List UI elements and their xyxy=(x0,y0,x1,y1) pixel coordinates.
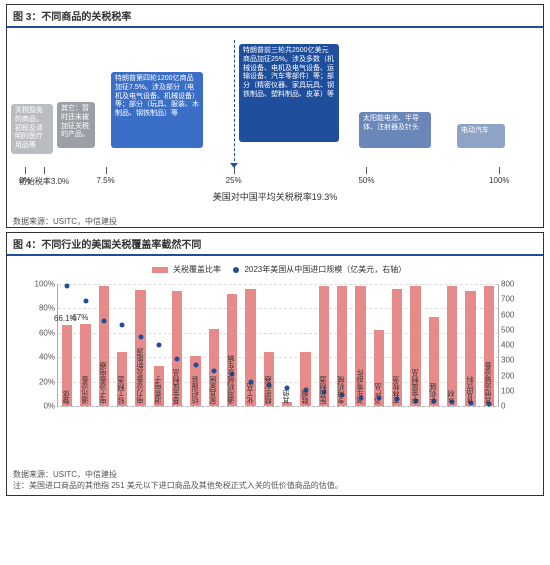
category-label: 其他运输设备 xyxy=(484,362,494,406)
category-label: 专用机械 xyxy=(337,376,347,406)
fig4-source: 数据来源：USITC，中信建投 xyxy=(7,467,543,480)
legend-dot-swatch xyxy=(233,267,239,273)
axis-tick xyxy=(499,167,500,174)
import-dot xyxy=(65,283,70,288)
tariff-box: 关税豁免的商品，初段及清明的医疗用品等 xyxy=(11,104,53,154)
y-right-label: 0 xyxy=(498,402,505,411)
y-left-label: 40% xyxy=(39,353,58,362)
axis-tick-label: 7.5% xyxy=(97,176,115,185)
axis-tick-label: 初始税率3.0% xyxy=(19,176,69,187)
value-annotation: 67% xyxy=(72,313,88,322)
y-left-label: 60% xyxy=(39,328,58,337)
fig3-title: 图 3：不同商品的关税税率 xyxy=(7,5,543,28)
tariff-box: 特朗普第四轮1200亿商品加征7.5%。涉及部分（电机及电气设备、机械设备）等；… xyxy=(111,72,203,148)
fig3-source: 数据来源：USITC，中信建投 xyxy=(7,214,543,227)
fig4-combo: 关税覆盖比率 2023年美国从中国进口规模（亿美元，右轴） 0%20%40%60… xyxy=(11,260,539,465)
import-dot xyxy=(101,318,106,323)
legend-dot-label: 2023年美国从中国进口规模（亿美元，右轴） xyxy=(244,265,406,274)
category-label: 鞋帽 xyxy=(301,390,311,406)
coverage-bar xyxy=(447,286,457,406)
axis-tick-label: 50% xyxy=(358,176,374,185)
category-label: 食品饮料 xyxy=(466,376,476,406)
axis-caption: 美国对中国平均关税税率19.3% xyxy=(11,190,539,203)
gridline xyxy=(58,284,498,285)
import-dot xyxy=(193,362,198,367)
category-label: 木材 xyxy=(447,390,457,406)
import-dot xyxy=(211,368,216,373)
category-label: 电子设备电器 xyxy=(99,362,109,406)
y-right-label: 600 xyxy=(498,310,514,319)
axis-tick xyxy=(25,167,26,174)
category-label: 轻工制造 xyxy=(117,376,127,406)
y-left-label: 80% xyxy=(39,304,58,313)
category-label: 通用机械及车辆 xyxy=(227,355,237,406)
import-dot xyxy=(175,356,180,361)
arrow-icon xyxy=(230,163,238,168)
y-right-label: 800 xyxy=(498,280,514,289)
category-label: 基金属制品 xyxy=(172,369,182,406)
category-label: 手机链 xyxy=(429,383,439,406)
fig3-body: 0%初始税率3.0%7.5%25%50%100%关税豁免的商品，初段及清明的医疗… xyxy=(7,28,543,214)
category-label: 化工品 xyxy=(246,383,256,406)
tariff-box: 特朗普前三轮共2500亿美元商品加征25%。涉及多数（机械设备、电机及电气设备、… xyxy=(239,44,339,142)
axis-tick xyxy=(234,167,235,174)
axis-tick xyxy=(44,167,45,174)
category-label: IC产品 xyxy=(374,383,384,406)
y-right-label: 300 xyxy=(498,356,514,365)
axis-tick-label: 100% xyxy=(489,176,509,185)
tariff-box: 其它：暂时还未被加征关税的产品。 xyxy=(57,102,95,148)
fig3-timeline: 0%初始税率3.0%7.5%25%50%100%关税豁免的商品，初段及清明的医疗… xyxy=(11,32,539,212)
legend-bar-label: 关税覆盖比率 xyxy=(173,265,221,274)
category-label: 非金属制品 xyxy=(411,369,421,406)
tariff-box: 电动汽车 xyxy=(457,124,505,148)
category-label: 精密仪器 xyxy=(264,376,274,406)
category-label: 汽车零部件 xyxy=(356,369,366,406)
reference-vline xyxy=(234,40,235,166)
fig3-panel: 图 3：不同商品的关税税率 0%初始税率3.0%7.5%25%50%100%关税… xyxy=(6,4,544,228)
fig4-body: 关税覆盖比率 2023年美国从中国进口规模（亿美元，右轴） 0%20%40%60… xyxy=(7,256,543,467)
import-dot xyxy=(156,343,161,348)
import-dot xyxy=(120,323,125,328)
y-left-label: 100% xyxy=(35,280,58,289)
fig4-legend: 关税覆盖比率 2023年美国从中国进口规模（亿美元，右轴） xyxy=(11,264,539,275)
category-label: 消费电子 xyxy=(154,376,164,406)
axis-tick xyxy=(106,167,107,174)
category-label: 医药制造 xyxy=(319,376,329,406)
y-right-label: 500 xyxy=(498,325,514,334)
import-dot xyxy=(138,335,143,340)
y-left-label: 20% xyxy=(39,377,58,386)
category-label: 农林牧渔 xyxy=(392,376,402,406)
y-right-label: 700 xyxy=(498,295,514,304)
fig4-panel: 图 4：不同行业的美国关税覆盖率截然不同 关税覆盖比率 2023年美国从中国进口… xyxy=(6,232,544,496)
category-label: 纺织服装 xyxy=(191,376,201,406)
category-label: 电力设备及新能源 xyxy=(136,348,146,406)
legend-bar-swatch xyxy=(152,267,168,273)
category-label: 其他 xyxy=(282,390,292,406)
y-right-label: 200 xyxy=(498,371,514,380)
import-dot xyxy=(83,298,88,303)
axis-tick-label: 25% xyxy=(226,176,242,185)
y-left-label: 0% xyxy=(43,402,58,411)
tariff-box: 太阳能电池、半导体、注射器及针头 xyxy=(359,112,431,148)
fig4-plot-area: 0%20%40%60%80%100%0100200300400500600700… xyxy=(57,284,499,407)
fig4-note: 注：美国进口商品的其他指 251 美元以下进口商品及其他免税正式入关的低价值商品… xyxy=(7,480,543,495)
fig4-title: 图 4：不同行业的美国关税覆盖率截然不同 xyxy=(7,233,543,256)
y-right-label: 100 xyxy=(498,386,514,395)
category-label: 整体 xyxy=(62,390,72,406)
gridline xyxy=(58,406,498,407)
gridline xyxy=(58,308,498,309)
category-label: 家具家居 xyxy=(209,376,219,406)
y-right-label: 400 xyxy=(498,341,514,350)
category-label: 通讯设备 xyxy=(81,376,91,406)
axis-tick xyxy=(366,167,367,174)
